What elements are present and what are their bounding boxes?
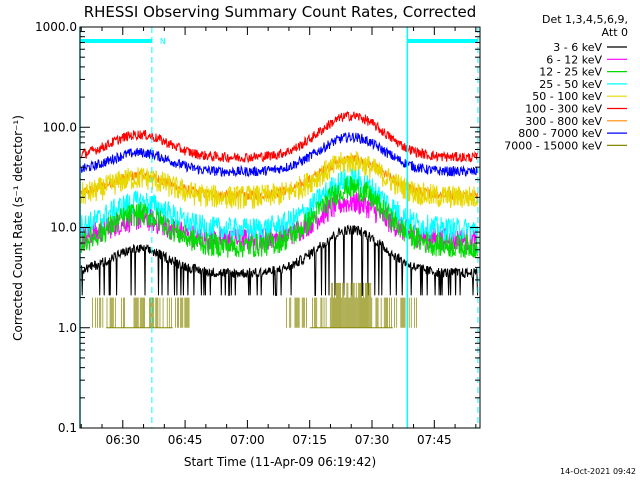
legend-header-line-1: Det 1,3,4,5,6,9, bbox=[542, 13, 628, 26]
footer-timestamp: 14-Oct-2021 09:42 bbox=[560, 467, 636, 476]
x-tick-label: 07:15 bbox=[292, 433, 327, 447]
legend-label: 300 - 800 keV bbox=[525, 115, 602, 128]
chart-title: RHESSI Observing Summary Count Rates, Co… bbox=[84, 3, 477, 21]
y-tick-label: 1.0 bbox=[58, 321, 77, 335]
series-line bbox=[80, 175, 478, 259]
legend-label: 12 - 25 keV bbox=[539, 66, 602, 79]
series-line bbox=[92, 282, 417, 329]
y-tick-label: 0.1 bbox=[58, 421, 77, 435]
series-line bbox=[80, 111, 478, 164]
x-tick-label: 07:00 bbox=[230, 433, 265, 447]
legend-header-line-2: Att 0 bbox=[602, 26, 628, 39]
series-layer bbox=[80, 111, 478, 329]
x-tick-label: 07:45 bbox=[417, 433, 452, 447]
legend-label: 3 - 6 keV bbox=[553, 41, 602, 54]
x-tick-label: 07:30 bbox=[355, 433, 390, 447]
saa-label: N bbox=[160, 37, 166, 46]
legend-label: 50 - 100 keV bbox=[532, 90, 602, 103]
series-line bbox=[80, 167, 478, 242]
x-tick-label: 06:30 bbox=[105, 433, 140, 447]
x-axis-label: Start Time (11-Apr-09 06:19:42) bbox=[184, 455, 376, 469]
y-axis-label: Corrected Count Rate (s⁻¹ detector⁻¹) bbox=[11, 115, 25, 341]
x-axis: 06:30 06:45 07:00 07:15 07:30 07:45 bbox=[80, 27, 477, 447]
series-line bbox=[80, 151, 478, 210]
legend-label: 100 - 300 keV bbox=[525, 103, 602, 116]
y-tick-label: 100.0 bbox=[43, 120, 77, 134]
legend-label: 7000 - 15000 keV bbox=[504, 139, 602, 152]
legend-label: 6 - 12 keV bbox=[546, 53, 602, 66]
y-tick-label: 10.0 bbox=[50, 221, 77, 235]
series-line bbox=[80, 132, 478, 178]
legend-label: 800 - 7000 keV bbox=[518, 127, 602, 140]
series-line bbox=[80, 224, 478, 296]
y-axis: 0.1 1.0 10.0 100.0 1000.0 bbox=[35, 20, 480, 435]
x-tick-label: 06:45 bbox=[168, 433, 203, 447]
y-tick-label: 1000.0 bbox=[35, 20, 77, 34]
legend-label: 25 - 50 keV bbox=[539, 78, 602, 91]
